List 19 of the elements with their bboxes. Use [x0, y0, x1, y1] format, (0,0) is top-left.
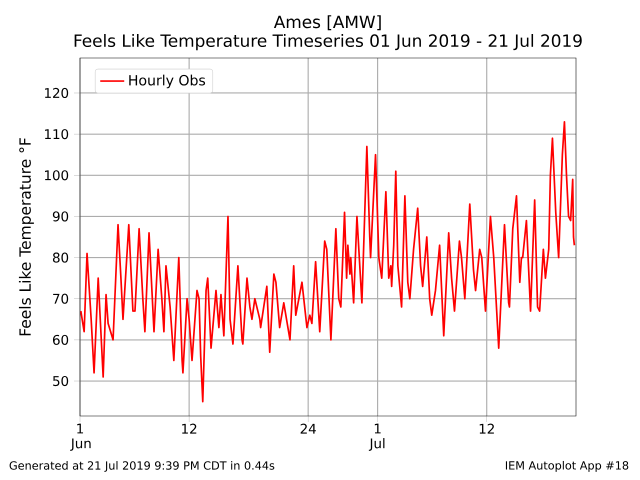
- chart-subtitle: Feels Like Temperature Timeseries 01 Jun 2019 - 21 Jul 2019: [74, 34, 582, 50]
- x-tick-label: 24: [300, 424, 316, 434]
- y-tick-label: 60: [52, 334, 68, 345]
- y-tick-label: 90: [52, 211, 68, 222]
- chart-title: Ames [AMW]: [274, 15, 381, 30]
- y-tick-label: 120: [45, 88, 68, 98]
- text: IEM Autoplot App #18: [506, 460, 628, 472]
- y-tick-label: 100: [45, 170, 68, 180]
- y-tick-label: 110: [45, 129, 68, 140]
- y-tick-label: 70: [53, 294, 68, 304]
- text: Generated at 21 Jul 2019 9:39 PM CDT in 0.44s: [10, 461, 274, 472]
- x-tick-label: 1 Jul: [368, 424, 384, 451]
- y-axis-title: Feels Like Temperature °F: [18, 138, 34, 336]
- legend-label: Hourly Obs: [129, 74, 206, 88]
- y-tick-label: 50: [53, 376, 68, 386]
- y-tick-label: 80: [52, 252, 68, 263]
- x-tick-label: 12: [182, 424, 196, 434]
- x-tick-label: 1 Jun: [70, 424, 91, 451]
- x-tick-label: 12: [480, 424, 494, 434]
